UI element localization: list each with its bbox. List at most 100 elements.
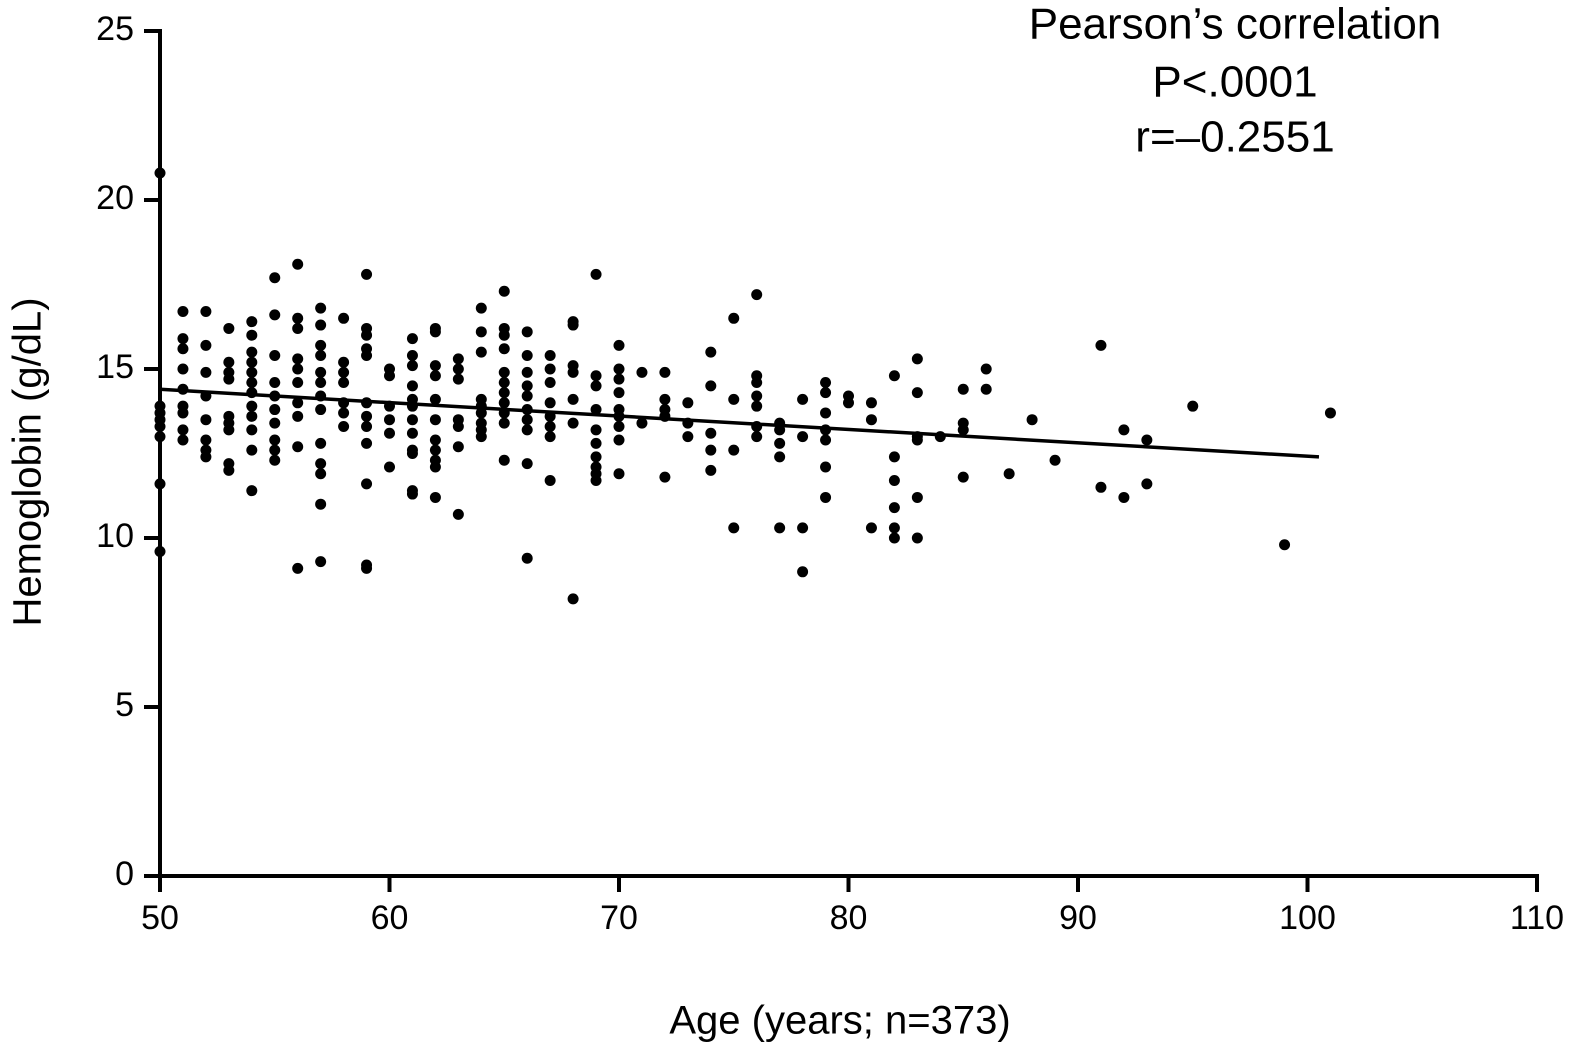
point — [957, 383, 969, 395]
point — [200, 414, 212, 426]
point — [498, 387, 510, 399]
point — [1324, 407, 1336, 419]
point — [865, 397, 877, 409]
x-tick-label: 80 — [830, 899, 868, 937]
point — [521, 349, 533, 361]
point — [590, 475, 602, 487]
point — [269, 309, 281, 321]
point — [223, 464, 235, 476]
point — [154, 167, 166, 179]
point — [338, 366, 350, 378]
point — [315, 302, 327, 314]
point — [177, 343, 189, 355]
point — [1026, 414, 1038, 426]
point — [590, 370, 602, 382]
point — [567, 593, 579, 605]
point — [498, 366, 510, 378]
point — [384, 427, 395, 439]
point — [498, 377, 510, 389]
point — [315, 468, 327, 480]
point — [911, 532, 923, 544]
point — [705, 346, 717, 358]
point — [820, 434, 832, 446]
point — [957, 424, 969, 436]
point — [544, 420, 556, 432]
point — [292, 441, 304, 453]
point — [429, 434, 441, 446]
point — [315, 556, 327, 568]
point — [682, 397, 694, 409]
point — [1095, 339, 1107, 351]
point — [177, 434, 189, 446]
point — [1187, 400, 1199, 412]
point — [315, 319, 327, 331]
point — [820, 461, 832, 473]
point — [292, 397, 304, 409]
point — [475, 407, 487, 419]
point — [154, 546, 166, 558]
point — [888, 502, 900, 514]
point — [521, 458, 533, 470]
point — [751, 390, 763, 402]
point — [269, 272, 281, 284]
point — [705, 464, 717, 476]
point — [705, 444, 717, 456]
point — [751, 377, 763, 389]
point — [406, 380, 418, 392]
point — [521, 366, 533, 378]
point — [888, 522, 900, 534]
point — [498, 417, 510, 429]
point — [452, 363, 464, 375]
point — [636, 417, 648, 429]
x-tick-label: 110 — [1510, 899, 1564, 937]
point — [590, 451, 602, 463]
point — [521, 414, 533, 426]
point — [957, 471, 969, 483]
point — [406, 360, 418, 372]
point — [613, 363, 625, 375]
point — [774, 522, 786, 534]
point — [384, 370, 395, 382]
point — [705, 380, 717, 392]
point — [659, 366, 671, 378]
point — [361, 562, 373, 574]
point — [246, 444, 258, 456]
point — [177, 407, 189, 419]
point — [269, 417, 281, 429]
point — [429, 461, 441, 473]
point — [544, 397, 556, 409]
point — [544, 475, 556, 487]
point — [338, 420, 350, 432]
point — [177, 306, 189, 318]
y-tick-label: 5 — [115, 686, 134, 724]
point — [223, 356, 235, 368]
point — [452, 420, 464, 432]
point — [338, 377, 350, 389]
point — [911, 387, 923, 399]
point — [292, 377, 304, 389]
point — [315, 437, 327, 449]
point — [843, 397, 854, 409]
point — [980, 383, 992, 395]
point — [429, 491, 441, 503]
point — [521, 552, 533, 564]
point — [521, 424, 533, 436]
point — [246, 346, 258, 358]
point — [292, 562, 304, 574]
point — [728, 393, 740, 405]
x-axis-label: Age (years; n=373) — [669, 999, 1010, 1043]
point — [452, 353, 464, 365]
point — [1141, 478, 1153, 490]
point — [544, 431, 556, 443]
point — [888, 532, 900, 544]
point — [728, 444, 740, 456]
annotation: r=–0.2551 — [1135, 113, 1334, 162]
point — [177, 363, 189, 375]
point — [797, 393, 809, 405]
y-tick-label: 10 — [96, 517, 134, 555]
point — [361, 410, 373, 422]
point — [567, 366, 579, 378]
point — [406, 448, 418, 459]
x-tick-label: 70 — [600, 899, 638, 937]
